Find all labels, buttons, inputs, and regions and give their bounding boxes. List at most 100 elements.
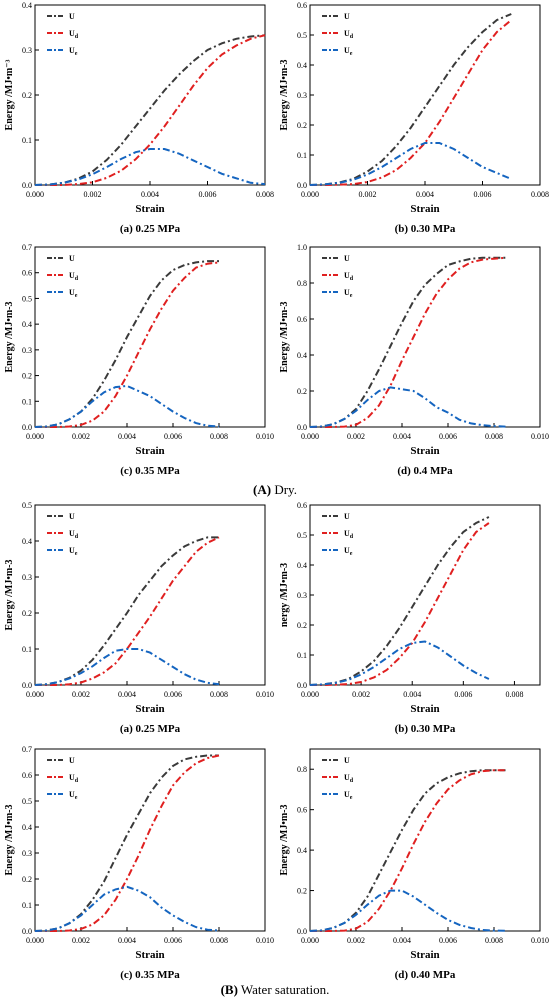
x-tick-label: 0.004 xyxy=(118,936,136,945)
y-tick-label: 0.4 xyxy=(22,320,32,329)
legend-entry-subscript: d xyxy=(350,534,354,540)
series-line xyxy=(310,19,512,186)
legend-entry: Ud xyxy=(344,529,354,540)
y-tick-label: 0.4 xyxy=(22,823,32,832)
series-line xyxy=(34,34,266,186)
y-tick-label: 0.8 xyxy=(297,765,307,774)
plot-frame xyxy=(309,246,541,428)
x-tick-label: 0.000 xyxy=(301,690,319,699)
subplot-caption: (c) 0.35 MPa xyxy=(120,465,180,477)
x-tick-label: 0.002 xyxy=(72,432,90,441)
section-caption-label: (B) xyxy=(220,982,238,997)
y-tick-label: 0.5 xyxy=(297,531,307,540)
y-tick-label: 0.2 xyxy=(297,387,307,396)
series-line xyxy=(35,34,266,186)
x-tick-label: 0.004 xyxy=(393,432,411,441)
x-tick-label: 0.006 xyxy=(164,936,182,945)
legend-entry-subscript: d xyxy=(75,534,79,540)
y-tick-label: 0.4 xyxy=(297,351,307,360)
y-tick-label: 0.3 xyxy=(22,46,32,55)
x-tick-label: 0.006 xyxy=(199,190,217,199)
y-tick-label: 0.0 xyxy=(22,423,32,432)
x-axis-label: Strain xyxy=(135,949,164,961)
x-axis-label: Strain xyxy=(410,703,439,715)
series-line xyxy=(34,148,266,186)
legend-entry: Ud xyxy=(344,29,354,40)
y-tick-label: 0.5 xyxy=(22,294,32,303)
section-caption-text: Dry. xyxy=(271,482,297,497)
legend-entry: U xyxy=(344,512,350,521)
legend-entry-subscript: e xyxy=(350,293,353,299)
legend-entry: Ud xyxy=(69,271,79,282)
y-tick-label: 0.1 xyxy=(297,151,307,160)
y-tick-label: 0.4 xyxy=(22,537,32,546)
y-tick-label: 0.1 xyxy=(22,397,32,406)
y-tick-label: 0.3 xyxy=(297,591,307,600)
chart-panel: 0.000 0.002 0.004 0.006 0.008 0.0 0.1 0.2 0.3 0.4… xyxy=(279,501,541,735)
legend-entry: U xyxy=(69,254,75,263)
y-tick-label: 0.2 xyxy=(297,887,307,896)
subplot-caption: (d) 0.40 MPa xyxy=(395,969,456,981)
series-line xyxy=(309,386,506,428)
x-tick-label: 0.008 xyxy=(531,190,549,199)
legend-entry-subscript: e xyxy=(350,51,353,57)
legend-entry: Ue xyxy=(344,46,353,57)
series-line xyxy=(35,261,220,428)
x-tick-label: 0.000 xyxy=(26,690,44,699)
series-line xyxy=(34,536,219,686)
legend-entry: U xyxy=(69,756,75,765)
legend-entry: Ud xyxy=(69,773,79,784)
y-tick-label: 0.3 xyxy=(297,91,307,100)
x-tick-label: 0.008 xyxy=(485,432,503,441)
plot-frame xyxy=(309,748,541,932)
x-tick-label: 0.006 xyxy=(439,936,457,945)
y-tick-label: 0.5 xyxy=(297,31,307,40)
y-tick-label: 0.6 xyxy=(297,806,307,815)
series-line xyxy=(34,648,220,686)
y-tick-label: 0.6 xyxy=(297,501,307,510)
legend-entry: Ue xyxy=(69,288,78,299)
y-axis-label: Energy /MJ•m-3 xyxy=(4,560,15,631)
chart-panel: 0.000 0.002 0.004 0.006 0.008 0.0 0.1 0.2 0.3 0.4… xyxy=(279,1,549,235)
legend-entry: Ue xyxy=(69,546,78,557)
plot-frame xyxy=(34,246,266,428)
x-tick-label: 0.002 xyxy=(72,936,90,945)
series-line xyxy=(310,256,506,428)
subplot-caption: (b) 0.30 MPa xyxy=(395,223,456,235)
series-line xyxy=(35,754,220,932)
series-line xyxy=(34,885,220,932)
x-tick-label: 0.008 xyxy=(210,432,228,441)
y-tick-label: 0.0 xyxy=(297,181,307,190)
chart-panel: 0.000 0.002 0.004 0.006 0.008 0.0 0.1 0.2 0.3 0.4… xyxy=(4,1,274,235)
series-line xyxy=(310,769,506,932)
series-line xyxy=(309,142,512,186)
y-tick-label: 0.7 xyxy=(22,745,32,754)
x-tick-label: 0.004 xyxy=(118,432,136,441)
x-tick-label: 0.002 xyxy=(347,936,365,945)
x-tick-label: 0.008 xyxy=(256,190,274,199)
series-line xyxy=(309,640,490,686)
legend-entry: Ue xyxy=(344,288,353,299)
legend-entry: Ud xyxy=(344,773,354,784)
x-tick-label: 0.008 xyxy=(210,690,228,699)
legend-entry: U xyxy=(69,512,75,521)
section-caption-text: Water saturation. xyxy=(237,982,330,997)
y-tick-label: 0.2 xyxy=(22,609,32,618)
section-caption-water: (B) Water saturation. xyxy=(0,982,550,998)
legend-entry-subscript: d xyxy=(350,34,354,40)
chart-panel: 0.000 0.002 0.004 0.006 0.008 0.010 0.0 0.1 0.2 0… xyxy=(4,745,274,981)
y-tick-label: 0.1 xyxy=(297,651,307,660)
legend-entry: Ue xyxy=(344,546,353,557)
y-tick-label: 1.0 xyxy=(297,243,307,252)
legend-entry-subscript: d xyxy=(75,778,79,784)
y-tick-label: 0.2 xyxy=(297,621,307,630)
x-tick-label: 0.004 xyxy=(416,190,434,199)
plot-frame xyxy=(34,748,266,932)
y-tick-label: 0.2 xyxy=(22,91,32,100)
x-axis-label: Strain xyxy=(410,949,439,961)
legend-entry-subscript: e xyxy=(75,51,78,57)
series-line xyxy=(309,516,490,686)
x-tick-label: 0.004 xyxy=(393,936,411,945)
x-tick-label: 0.008 xyxy=(505,690,523,699)
